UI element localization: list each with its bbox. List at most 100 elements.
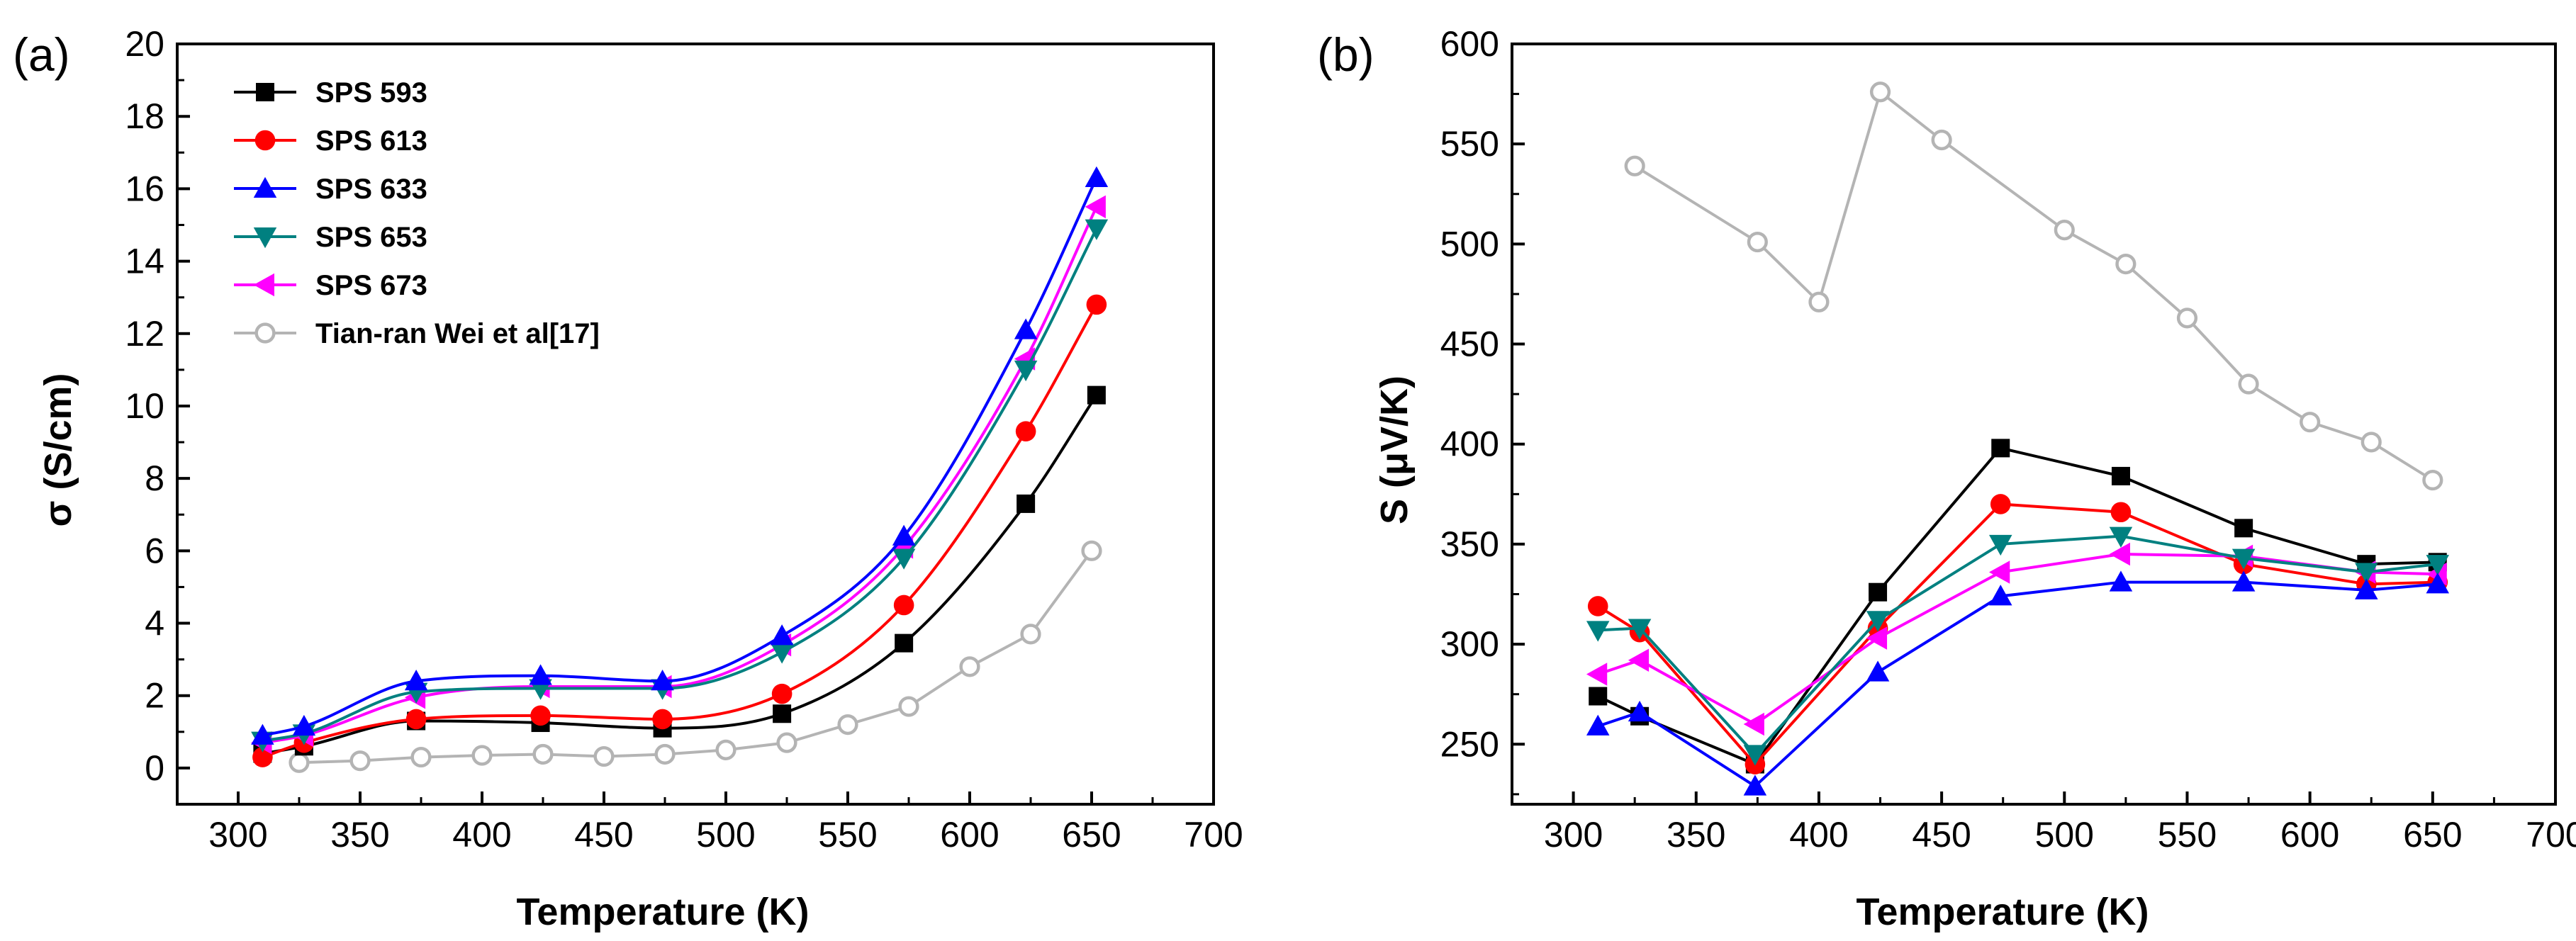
panel-b-x-tick-label: 500: [2035, 815, 2094, 855]
panel-b-series-sps-613-point: [1587, 596, 1608, 616]
panel-a-label: (a): [13, 28, 70, 81]
legend-item-sps-673: SPS 673: [234, 270, 427, 301]
panel-b-series-tian-ran-wei-et-al-17-point: [1808, 291, 1830, 312]
panel-b-series-sps-613-point: [2110, 502, 2132, 523]
panel-b-series-sps-653: [1586, 526, 2450, 766]
panel-a-y-tick-label: 10: [125, 386, 164, 426]
panel-b-series-tian-ran-wei-et-al-17-point: [2115, 254, 2137, 275]
panel-b-series-tian-ran-wei-et-al-17-point: [2054, 220, 2075, 241]
panel-a-axes-frame: [176, 43, 1215, 806]
panel-b-x-tick-label: 400: [1789, 815, 1848, 855]
panel-b-x-tick-label: 350: [1667, 815, 1725, 855]
panel-a-series-tian-ran-wei-et-al-17-point: [715, 739, 737, 760]
panel-a-series-sps-653-point: [770, 643, 794, 664]
panel-b-x-tick-label: 650: [2403, 815, 2462, 855]
legend-label: SPS 633: [315, 174, 427, 205]
panel-a-x-tick-label: 350: [330, 815, 389, 855]
panel-a-y-tick-label: 2: [145, 676, 164, 716]
panel-b-series-sps-653-point: [2109, 526, 2133, 548]
panel-b-series-sps-673-point: [1743, 712, 1764, 736]
legend-label: SPS 653: [315, 222, 427, 253]
legend-marker: [256, 83, 274, 101]
panel-b-series-sps-653-point: [1743, 745, 1767, 766]
panel-a-series-tian-ran-wei-et-al-17-point: [654, 743, 676, 765]
panel-a-series-tian-ran-wei-et-al-17-point: [289, 752, 310, 773]
legend-marker: [253, 273, 274, 297]
panel-b-y-tick-label: 250: [1440, 724, 1499, 764]
panel-a-x-tick-label: 600: [940, 815, 999, 855]
legend-marker: [253, 176, 277, 198]
panel-b-y-tick-label: 300: [1440, 624, 1499, 664]
panel-b-series-sps-633-point: [2355, 578, 2378, 599]
panel-a-series-sps-613-line: [262, 303, 1098, 759]
panel-a-series-tian-ran-wei-et-al-17-point: [410, 746, 432, 768]
panel-a-series-sps-593-point: [773, 704, 792, 723]
panel-b-series-sps-633-point: [1743, 774, 1767, 796]
panel-b-series-sps-633-point: [2426, 573, 2450, 594]
panel-a-x-tick-label: 300: [208, 815, 267, 855]
panel-b-series-sps-633-point: [1866, 660, 1890, 682]
panel-b-x-tick-label: 450: [1912, 815, 1971, 855]
legend-item-sps-613: SPS 613: [234, 125, 427, 157]
panel-b-series-sps-593-point: [1991, 439, 2010, 458]
panel-a-legend: SPS 593 SPS 613 SPS 633 SPS 653 SPS 673 Tian-…: [234, 77, 600, 349]
panel-a-series-sps-613-point: [405, 709, 427, 730]
panel-a-x-tick-label: 550: [818, 815, 877, 855]
panel-a-series-tian-ran-wei-et-al-17-point: [471, 745, 493, 766]
legend-label: SPS 673: [315, 270, 427, 301]
panel-a-series-sps-613-point: [252, 747, 273, 767]
panel-a-series-sps-633-point: [770, 624, 794, 646]
legend-label: SPS 613: [315, 125, 427, 157]
panel-b-series-sps-653-point: [2231, 548, 2256, 570]
panel-a-x-tick-label: 700: [1184, 815, 1243, 855]
legend-label: SPS 593: [315, 77, 427, 108]
panel-a-series-tian-ran-wei-et-al-17: [289, 540, 1102, 773]
panel-a-series-sps-633-point: [529, 664, 552, 685]
panel-b-series-tian-ran-wei-et-al-17-point: [2300, 412, 2321, 433]
panel-b-series-sps-613: [1587, 494, 2448, 774]
panel-a-y-axis-title: σ (S/cm): [37, 373, 79, 527]
panel-b-series-tian-ran-wei-et-al-17-point: [2238, 373, 2259, 395]
panel-b-x-tick-label: 600: [2280, 815, 2339, 855]
panel-a-y-tick-label: 0: [145, 748, 164, 788]
panel-b-ticks: 300 350 400 450 500 550 600 650 700 250 300 350 400 4…: [1440, 24, 2576, 855]
panel-a-series-sps-633: [251, 166, 1109, 745]
panel-a-series-sps-613-point: [1086, 294, 1107, 315]
panel-b-series-tian-ran-wei-et-al-17-point: [1869, 81, 1891, 103]
panel-a-series-tian-ran-wei-et-al-17-point: [532, 743, 554, 765]
panel-b-series-tian-ran-wei-et-al-17-point: [1624, 155, 1645, 176]
panel-b-series-tian-ran-wei-et-al-17-point: [2361, 432, 2382, 453]
panel-a-series-tian-ran-wei-et-al-17-point: [959, 656, 980, 677]
panel-b-series-sps-633-point: [1628, 700, 1652, 722]
panel-b-y-tick-label: 500: [1440, 224, 1499, 264]
panel-b-series-sps-673: [1586, 542, 2447, 736]
panel-a-series-tian-ran-wei-et-al-17-point: [349, 750, 371, 772]
panel-a-y-tick-label: 20: [125, 24, 164, 64]
panel-b-series-tian-ran-wei-et-al-17-point: [1747, 231, 1768, 253]
panel-b-series-sps-593-point: [2111, 466, 2130, 485]
panel-a-series-sps-613-point: [893, 595, 914, 616]
panel-a-series-sps-633-line: [262, 177, 1098, 737]
panel-b-series-tian-ran-wei-et-al-17-point: [2176, 308, 2198, 329]
panel-a-series-sps-593-point: [1017, 494, 1036, 513]
panel-b-series-sps-673-point: [2109, 542, 2130, 566]
panel-b-y-axis-title: S (μV/K): [1373, 376, 1416, 524]
panel-a-series-sps-613-point: [652, 709, 673, 730]
panel-b-series-sps-633-point: [2109, 570, 2133, 592]
panel-b-series-sps-673-point: [1628, 648, 1650, 672]
panel-b-y-tick-label: 400: [1440, 424, 1499, 464]
panel-b-series-sps-673-point: [1988, 560, 2010, 584]
panel-b-series-sps-633-point: [1988, 585, 2012, 606]
panel-b-data: [1586, 81, 2450, 796]
panel-a: (a) 300 350 400 450 500 550 600 650 700 0 2 4 6 8 10 12…: [13, 24, 1243, 933]
panel-b-series-sps-653-point: [2355, 563, 2378, 584]
panel-b-axes-frame: [1511, 43, 2557, 806]
panel-a-series-sps-633-point: [651, 670, 674, 691]
panel-a-series-sps-613-point: [530, 705, 551, 726]
panel-b-series-sps-613-point: [1990, 494, 2011, 514]
panel-a-x-tick-label: 500: [696, 815, 755, 855]
panel-a-series-tian-ran-wei-et-al-17-point: [898, 696, 919, 717]
panel-b-series-sps-633: [1586, 570, 2450, 796]
panel-a-series-sps-633-point: [292, 714, 316, 736]
